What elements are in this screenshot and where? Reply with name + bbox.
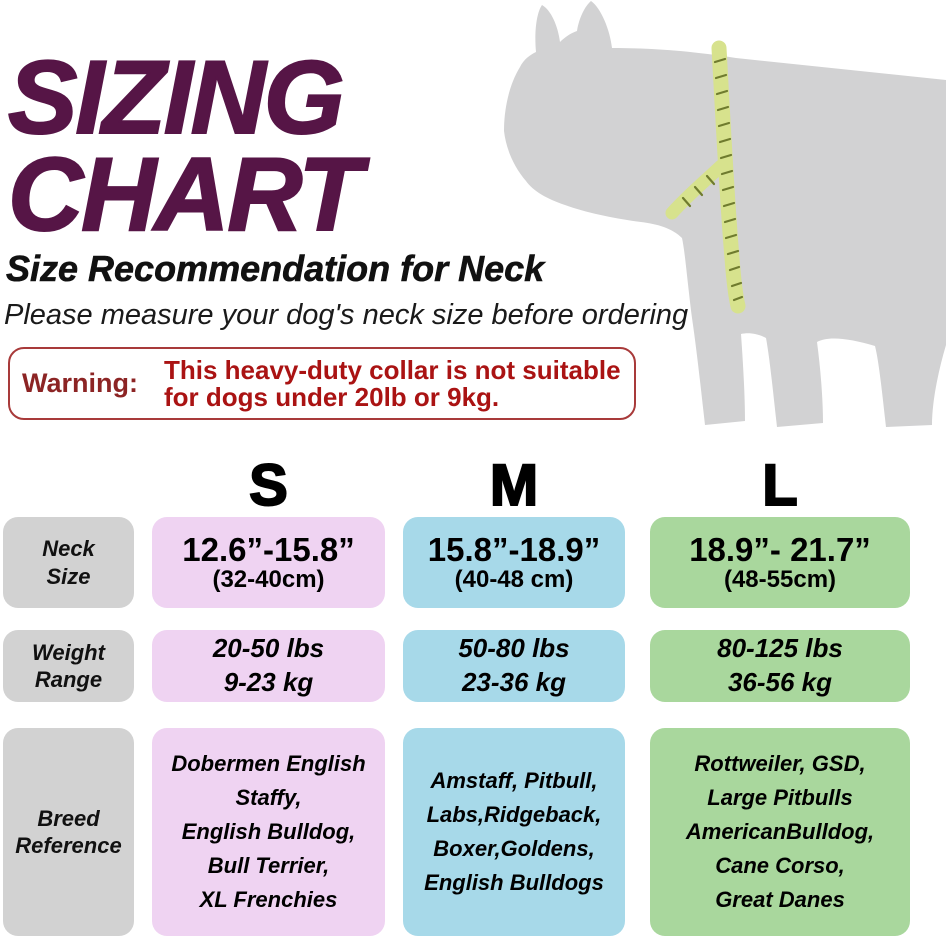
- neck-cm-l: (48-55cm): [723, 566, 837, 594]
- measuring-tape-icon: [665, 40, 746, 314]
- cell-neck-size-l: 18.9”- 21.7” (48-55cm): [650, 517, 910, 608]
- cell-weight-s: 20-50 lbs 9-23 kg: [152, 630, 385, 702]
- size-table: S M L Neck Size 12.6”-15.8” (32-40cm) 15…: [3, 455, 910, 936]
- cell-weight-l: 80-125 lbs 36-56 kg: [650, 630, 910, 702]
- cell-breeds-l: Rottweiler, GSD, Large Pitbulls American…: [650, 728, 910, 936]
- page-title: SIZING CHART: [7, 40, 363, 253]
- cell-neck-size-m: 15.8”-18.9” (40-48 cm): [403, 517, 625, 608]
- row-label-breed-reference: Breed Reference: [3, 728, 134, 936]
- column-header-s: S: [248, 453, 289, 518]
- cell-neck-size-s: 12.6”-15.8” (32-40cm): [152, 517, 385, 608]
- neck-inches-m: 15.8”-18.9”: [427, 530, 601, 568]
- page-subtitle: Size Recommendation for Neck: [6, 248, 545, 290]
- row-label-neck-size: Neck Size: [3, 517, 134, 608]
- cell-breeds-s: Dobermen English Staffy, English Bulldog…: [152, 728, 385, 936]
- row-label-weight-range: Weight Range: [3, 630, 134, 702]
- dog-illustration: [476, 0, 946, 434]
- cell-weight-m: 50-80 lbs 23-36 kg: [403, 630, 625, 702]
- neck-inches-s: 12.6”-15.8”: [182, 530, 355, 568]
- cell-breeds-m: Amstaff, Pitbull, Labs,Ridgeback, Boxer,…: [403, 728, 625, 936]
- column-header-l: L: [761, 453, 798, 518]
- warning-text: This heavy-duty collar is not suitable f…: [163, 354, 621, 412]
- column-header-m: M: [489, 453, 539, 518]
- warning-box: Warning: This heavy-duty collar is not s…: [8, 347, 636, 420]
- measure-note: Please measure your dog's neck size befo…: [4, 299, 689, 331]
- warning-label: Warning:: [22, 368, 138, 398]
- neck-cm-m: (40-48 cm): [454, 566, 574, 594]
- neck-cm-s: (32-40cm): [212, 566, 325, 594]
- dog-silhouette-icon: [504, 1, 946, 427]
- neck-inches-l: 18.9”- 21.7”: [689, 530, 871, 568]
